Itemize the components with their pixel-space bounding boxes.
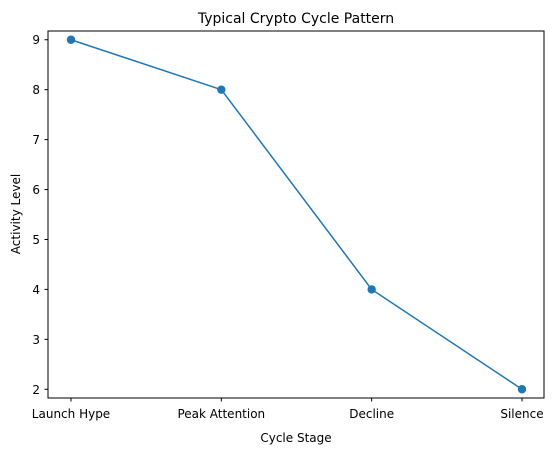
data-point — [217, 85, 226, 94]
tick-layer: 2 3 4 5 6 7 8 9 Launch Hype Peak Attention Decline… — [32, 33, 544, 421]
series-line — [70, 39, 523, 390]
y-axis-label: Activity Level — [9, 174, 23, 254]
y-tick-label: 7 — [32, 133, 40, 147]
y-tick-label: 6 — [32, 183, 40, 197]
y-tick-label: 4 — [32, 283, 40, 297]
y-tick-label: 3 — [32, 333, 40, 347]
data-point — [66, 35, 76, 44]
data-point — [517, 385, 527, 394]
x-axis-label: Cycle Stage — [260, 431, 331, 445]
x-tick-label: Launch Hype — [32, 407, 110, 421]
data-point — [367, 285, 376, 294]
y-tick-label: 8 — [32, 83, 40, 97]
x-tick-label: Silence — [500, 407, 543, 421]
chart-title: Typical Crypto Cycle Pattern — [197, 11, 394, 27]
y-tick-label: 5 — [32, 233, 40, 247]
x-tick-label: Peak Attention — [177, 407, 265, 421]
plot-frame — [47, 30, 545, 399]
y-tick-label: 2 — [32, 383, 40, 397]
y-tick-label: 9 — [32, 33, 40, 47]
series-layer — [66, 35, 527, 394]
x-tick-label: Decline — [349, 407, 394, 421]
